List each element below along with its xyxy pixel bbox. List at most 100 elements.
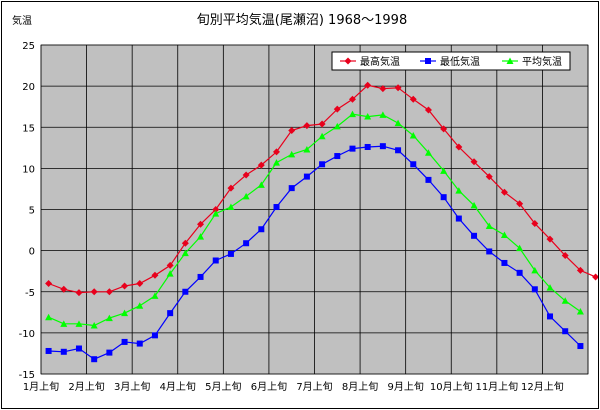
x-tick-label: 7月上旬 [296,380,332,393]
data-point-triangle [333,122,341,130]
data-point-diamond [440,125,448,133]
y-tick-labels: 25 20 15 10 5 0 -5 -10 -15 [19,41,35,381]
data-point-triangle [212,210,220,217]
legend-label: 最低気温 [440,55,480,68]
data-point-triangle [166,270,174,277]
data-point-diamond [197,220,205,228]
data-point-diamond [409,95,417,103]
data-point-triangle [90,321,98,329]
data-point-square [471,232,478,239]
data-point-triangle [561,297,569,304]
data-point-triangle [455,187,463,194]
data-point-diamond [227,184,235,192]
y-tick-label: 25 [22,41,35,52]
data-point-square [243,240,250,247]
data-point-diamond [151,271,159,279]
data-point-triangle [546,284,554,291]
data-point-square [349,145,356,152]
x-tick-label: 11月上旬 [475,380,518,393]
data-point-diamond [344,57,352,65]
data-point-square [334,153,341,160]
data-point-square [91,356,98,363]
legend: 最高気温 最低気温 平均気温 [331,51,571,71]
data-point-square [288,185,295,192]
data-point-triangle [409,131,417,139]
data-point-triangle [273,159,281,166]
data-point-square [106,349,113,356]
data-point-triangle [75,320,83,327]
data-point-triangle [440,167,448,174]
data-point-diamond [318,120,326,128]
data-point-square [455,215,462,222]
data-point-square [395,147,402,154]
data-point-triangle [242,192,250,200]
x-tick-label: 10月上旬 [430,380,473,393]
data-point-triangle [181,249,189,257]
data-point-diamond [516,200,524,208]
data-point-triangle [303,145,311,153]
series-3 [45,110,584,329]
data-point-triangle [424,149,432,156]
data-point-square [486,248,493,255]
data-point-diamond [592,273,598,281]
series-2 [45,143,584,363]
data-point-triangle [136,302,144,309]
data-point-diamond [257,161,265,169]
y-tick-label: -10 [19,329,35,340]
data-point-square [379,143,386,150]
data-point-square [197,273,204,280]
data-point-triangle [288,150,296,158]
data-point-diamond [364,81,372,89]
y-axis-label: 気温 [12,14,32,27]
data-point-diamond [242,171,250,179]
data-point-square [440,194,447,201]
data-point-square [531,286,538,293]
data-point-triangle [485,222,493,229]
y-tick-label: -5 [25,288,35,299]
data-point-square [273,204,280,211]
data-point-triangle [197,233,205,240]
data-point-triangle [500,231,508,238]
data-point-diamond [379,85,387,93]
data-point-diamond [166,261,174,269]
series-layer [45,81,598,363]
data-point-triangle [151,292,159,299]
data-point-diamond [531,219,539,227]
data-point-triangle [576,307,584,315]
data-point-triangle [470,201,478,209]
y-tick-label: 10 [22,164,35,175]
data-point-diamond [136,280,144,288]
data-point-square [547,313,554,320]
data-point-diamond [212,206,220,213]
data-point-diamond [485,173,493,181]
y-tick-label: 5 [29,206,35,217]
x-tick-label: 8月上旬 [342,380,378,393]
data-point-diamond [576,266,584,274]
y-tick-label: 15 [22,123,35,134]
data-point-diamond [75,289,83,297]
x-tick-label: 9月上旬 [387,380,423,393]
x-tick-labels: 1月上旬 2月上旬 3月上旬 4月上旬 5月上旬 6月上旬 7月上旬 8月上旬 9月上旬 10月上… [23,380,564,393]
data-point-square [212,257,219,264]
data-point-diamond [181,239,189,247]
data-point-square [182,288,189,295]
data-point-triangle [394,119,402,127]
data-point-triangle [105,314,113,322]
data-point-triangle [348,110,356,118]
data-point-diamond [60,285,68,293]
data-point-square [75,345,82,352]
data-point-triangle [60,320,68,327]
data-point-diamond [90,288,98,296]
data-point-diamond [333,105,341,113]
data-point-square [303,173,310,180]
data-point-square [364,143,371,150]
legend-box [331,51,571,71]
data-point-triangle [121,309,129,317]
data-point-diamond [394,84,402,92]
chart-title: 旬別平均気温(尾瀬沼) 1968～1998 [197,12,407,28]
data-point-triangle [227,203,235,211]
data-point-square [425,58,431,64]
data-point-diamond [470,158,478,166]
data-point-diamond [546,235,554,243]
